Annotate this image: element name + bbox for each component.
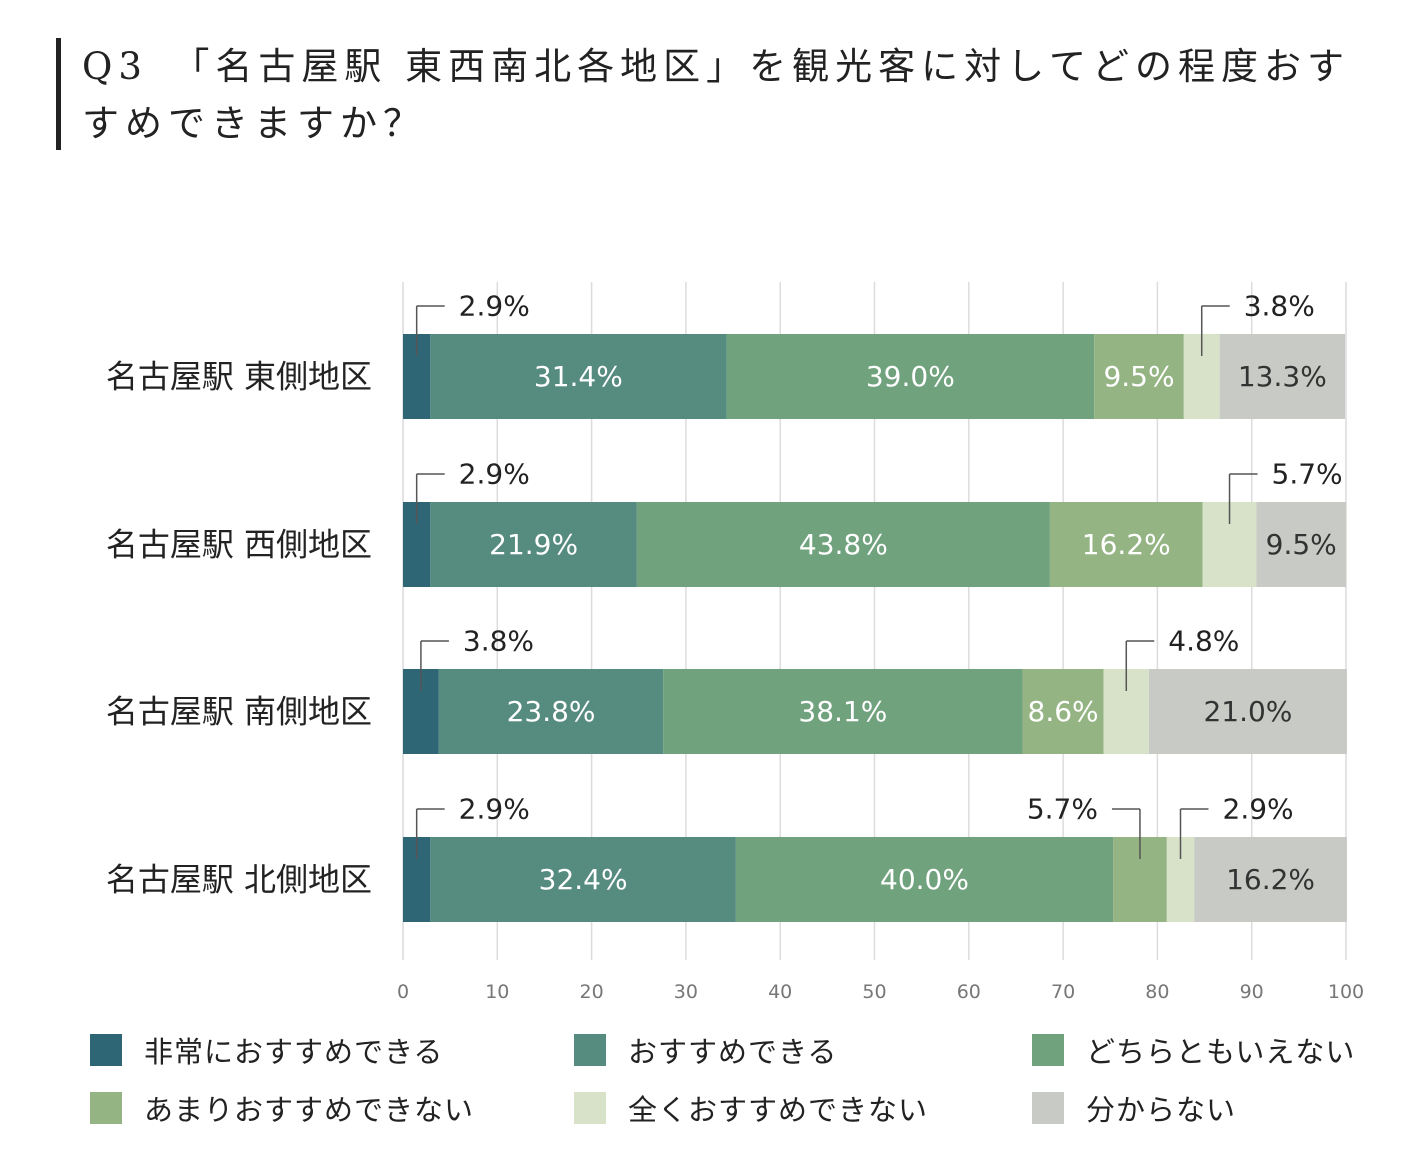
bar-segment — [1049, 502, 1203, 587]
bar-segment — [1148, 669, 1347, 754]
category-label: 名古屋駅 東側地区 — [106, 358, 372, 396]
bar-segment — [1022, 669, 1104, 754]
bar-segment — [438, 669, 664, 754]
bar-segment — [735, 837, 1114, 922]
bar-segment — [726, 334, 1095, 419]
bar-segment — [430, 334, 727, 419]
bar-segment — [663, 669, 1023, 754]
callout-label: 4.8% — [1168, 625, 1239, 658]
data-label: 43.8% — [799, 528, 888, 561]
chart-legend: 非常におすすめできる おすすめできる どちらともいえないあまりおすすめできない 全くお… — [0, 1026, 1406, 1146]
data-label: 9.5% — [1103, 360, 1174, 393]
callout-label: 2.9% — [459, 793, 530, 826]
bar-segment — [430, 837, 736, 922]
x-tick-label: 60 — [957, 981, 981, 1003]
legend-swatch — [1032, 1034, 1064, 1066]
data-label: 31.4% — [534, 360, 623, 393]
data-label: 40.0% — [880, 863, 969, 896]
data-label: 23.8% — [507, 695, 596, 728]
data-label: 38.1% — [798, 695, 887, 728]
bar-segment — [1219, 334, 1346, 419]
legend-item: おすすめできる — [574, 1030, 837, 1070]
x-tick-label: 80 — [1145, 981, 1169, 1003]
legend-item: あまりおすすめできない — [90, 1088, 474, 1128]
data-label: 8.6% — [1028, 695, 1099, 728]
legend-swatch — [1032, 1092, 1064, 1124]
legend-label: おすすめできる — [628, 1035, 838, 1069]
legend-label: どちらともいえない — [1086, 1035, 1356, 1069]
legend-label: 非常におすすめできる — [144, 1035, 444, 1069]
category-label: 名古屋駅 南側地区 — [106, 693, 372, 731]
data-label: 9.5% — [1266, 528, 1337, 561]
bar-segment — [1194, 837, 1347, 922]
legend-item: どちらともいえない — [1032, 1030, 1355, 1070]
bar-segment — [1256, 502, 1346, 587]
x-tick-label: 20 — [580, 981, 604, 1003]
callout-label: 3.8% — [463, 625, 534, 658]
x-tick-label: 100 — [1328, 981, 1364, 1003]
legend-swatch — [574, 1034, 606, 1066]
callout-label: 3.8% — [1244, 290, 1315, 323]
x-tick-label: 10 — [485, 981, 509, 1003]
legend-swatch — [574, 1092, 606, 1124]
data-label: 16.2% — [1082, 528, 1171, 561]
callout-label: 5.7% — [1027, 793, 1098, 826]
bar-segment — [636, 502, 1050, 587]
data-label: 21.9% — [489, 528, 578, 561]
legend-swatch — [90, 1034, 122, 1066]
data-label: 39.0% — [866, 360, 955, 393]
legend-item: 全くおすすめできない — [574, 1088, 928, 1128]
callout-label: 5.7% — [1272, 458, 1343, 491]
x-tick-label: 50 — [862, 981, 886, 1003]
legend-item: 非常におすすめできる — [90, 1030, 443, 1070]
x-tick-label: 90 — [1240, 981, 1264, 1003]
bar-segment — [1094, 334, 1184, 419]
x-tick-label: 40 — [768, 981, 792, 1003]
data-label: 21.0% — [1203, 695, 1292, 728]
callout-label: 2.9% — [1223, 793, 1294, 826]
data-label: 16.2% — [1226, 863, 1315, 896]
legend-swatch — [90, 1092, 122, 1124]
legend-label: 全くおすすめできない — [628, 1093, 929, 1127]
callout-label: 2.9% — [459, 458, 530, 491]
title-accent-bar — [56, 38, 61, 150]
x-tick-label: 0 — [397, 981, 409, 1003]
legend-item: 分からない — [1032, 1088, 1236, 1128]
data-label: 13.3% — [1238, 360, 1327, 393]
chart-title: Q3 「名古屋駅 東西南北各地区」を観光客に対してどの程度おすすめできますか？ — [82, 45, 1351, 145]
category-label: 名古屋駅 北側地区 — [106, 861, 372, 899]
legend-label: 分からない — [1086, 1093, 1237, 1127]
x-tick-label: 30 — [674, 981, 698, 1003]
bar-segment — [430, 502, 637, 587]
legend-label: あまりおすすめできない — [144, 1093, 475, 1127]
x-tick-label: 70 — [1051, 981, 1075, 1003]
callout-label: 2.9% — [459, 290, 530, 323]
category-label: 名古屋駅 西側地区 — [106, 526, 372, 564]
data-label: 32.4% — [539, 863, 628, 896]
